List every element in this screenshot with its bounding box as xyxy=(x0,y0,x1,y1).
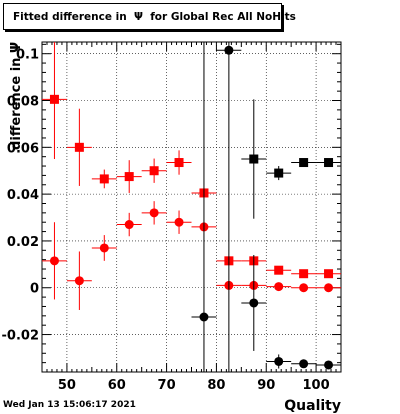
y-tick-label: 0.08 xyxy=(7,95,39,110)
x-tick-label: 90 xyxy=(257,378,275,393)
data-point-circle xyxy=(324,360,334,370)
data-point-circle xyxy=(49,256,59,266)
data-point-circle xyxy=(74,276,84,286)
data-point-square xyxy=(274,168,284,178)
data-point-square xyxy=(249,154,259,164)
data-point-square xyxy=(324,158,334,168)
data-point-square xyxy=(299,158,309,168)
data-point-circle xyxy=(299,359,309,369)
data-point-circle xyxy=(199,312,209,322)
y-tick-label: 0.04 xyxy=(7,188,39,203)
plot-frame xyxy=(41,41,342,373)
data-point-circle xyxy=(174,217,184,227)
data-point-circle xyxy=(249,298,259,308)
data-point-circle xyxy=(299,283,309,293)
x-tick-label: 80 xyxy=(207,378,225,393)
data-point-square xyxy=(299,269,309,279)
y-tick-label: -0.02 xyxy=(2,329,39,344)
data-point-circle xyxy=(224,45,234,55)
data-point-square xyxy=(174,158,184,168)
y-tick-label: 0.02 xyxy=(7,235,39,250)
data-point-square xyxy=(99,174,109,184)
y-tick-label: 0 xyxy=(30,282,39,297)
data-point-square xyxy=(324,269,334,279)
timestamp: Wed Jan 13 15:06:17 2021 xyxy=(3,400,136,410)
y-axis-title: difference in Ψ xyxy=(9,42,24,150)
x-tick-label: 60 xyxy=(108,378,126,393)
x-tick-label: 50 xyxy=(58,378,76,393)
y-tick-label: 0.1 xyxy=(16,48,39,63)
x-tick-label: 100 xyxy=(303,378,330,393)
title-box: Fitted difference in Ψ for Global Rec Al… xyxy=(3,3,296,30)
x-tick-label: 70 xyxy=(158,378,176,393)
y-tick-label: 0.06 xyxy=(7,141,39,156)
data-point-circle xyxy=(99,243,109,253)
chart-title: Fitted difference in Ψ for Global Rec Al… xyxy=(13,11,296,23)
data-point-square xyxy=(74,142,84,152)
data-point-square xyxy=(274,265,284,275)
data-point-circle xyxy=(274,282,284,292)
data-point-circle xyxy=(324,283,334,293)
data-point-circle xyxy=(149,208,159,218)
data-point-square xyxy=(149,166,159,176)
data-point-square xyxy=(49,94,59,104)
data-point-circle xyxy=(124,220,134,230)
x-axis-title: Quality xyxy=(284,398,341,414)
data-point-square xyxy=(124,172,134,182)
data-point-circle xyxy=(274,356,284,366)
